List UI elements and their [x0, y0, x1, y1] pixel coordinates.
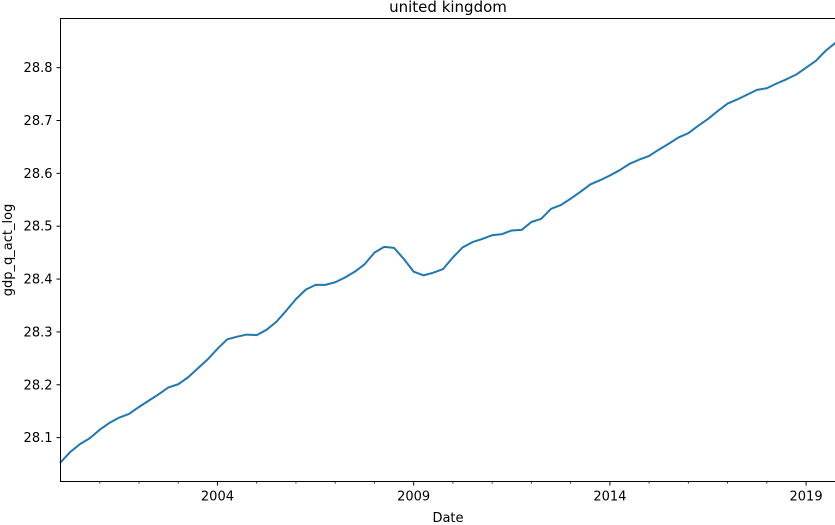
- x-tick-label: 2014: [593, 490, 626, 505]
- y-tick-label: 28.8: [24, 61, 53, 76]
- x-tick-label: 2019: [790, 490, 823, 505]
- y-axis-ticks: 28.1 28.2 28.3 28.4 28.5 28.6 28.7 28.8: [24, 61, 61, 446]
- x-tick-label: 2009: [397, 490, 430, 505]
- y-tick-label: 28.3: [24, 325, 53, 340]
- y-tick-label: 28.1: [24, 431, 53, 446]
- series-line: [59, 41, 835, 464]
- y-tick-label: 28.4: [24, 273, 53, 288]
- y-tick-label: 28.2: [24, 378, 53, 393]
- chart-title: united kingdom: [389, 0, 507, 16]
- x-tick-label: 2004: [201, 490, 234, 505]
- x-axis-label: Date: [432, 511, 463, 525]
- y-tick-label: 28.7: [24, 114, 53, 129]
- y-tick-label: 28.6: [24, 167, 53, 182]
- y-axis-label: gdp_q_act_log: [1, 204, 16, 297]
- plot-area-frame: [60, 18, 835, 482]
- y-tick-label: 28.5: [24, 220, 53, 235]
- x-axis-ticks: 2004 2009 2014 2019: [99, 481, 823, 505]
